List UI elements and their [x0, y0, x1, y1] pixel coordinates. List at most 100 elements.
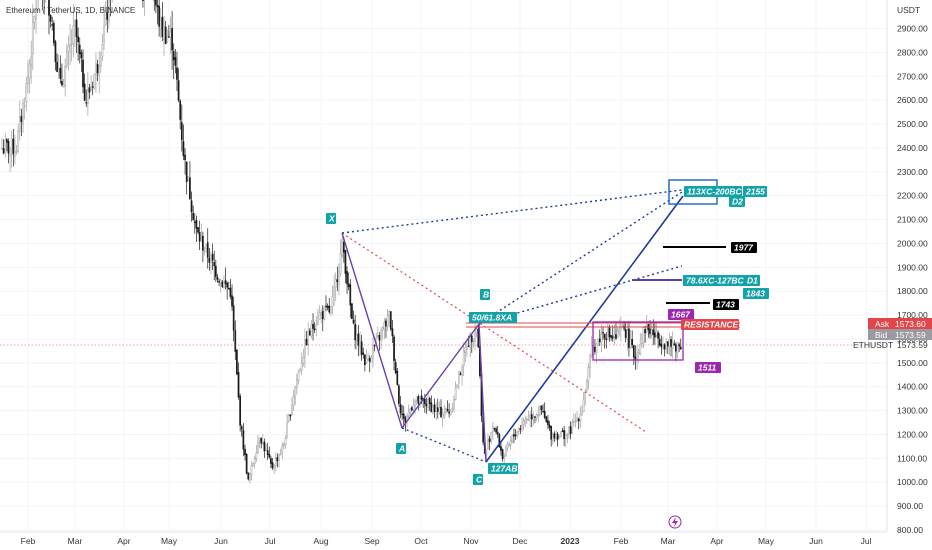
candle-body: [189, 177, 191, 200]
time-tick-label: Mar: [661, 536, 676, 546]
candle-body: [555, 434, 557, 439]
candle-body: [349, 284, 352, 306]
candle-body: [325, 305, 327, 307]
candle-body: [650, 329, 653, 336]
candle-body: [655, 330, 658, 336]
candle-body: [660, 343, 663, 348]
candle-body: [676, 342, 679, 353]
candle-body: [88, 87, 91, 93]
candle-body: [432, 406, 434, 414]
candle-body: [493, 427, 496, 430]
candle-body: [163, 25, 165, 40]
candle-body: [553, 433, 556, 439]
candle-body: [610, 335, 612, 338]
candle-body: [399, 404, 402, 414]
price-tick-label: 2100.00: [897, 215, 928, 225]
price-tick-label: 2300.00: [897, 167, 928, 177]
candle-body: [530, 414, 533, 420]
candle-body: [33, 15, 36, 23]
point-x-label-box: [326, 213, 336, 224]
candle-body: [351, 303, 353, 320]
candle-body: [569, 426, 572, 434]
candle-body: [368, 357, 371, 362]
candle-body: [613, 334, 616, 337]
candle-body: [184, 154, 186, 161]
candle-body: [336, 279, 339, 283]
candle-body: [577, 418, 580, 422]
candle-body: [35, 8, 37, 19]
candle-body: [585, 381, 588, 392]
candle-body: [629, 339, 632, 348]
time-tick-label: May: [758, 536, 775, 546]
price-axis[interactable]: 800.00 900.00 1000.00 1100.00 1200.00 1300.00…: [897, 24, 928, 535]
candle-body: [279, 453, 282, 455]
ann-resistance-box: [681, 319, 739, 330]
candle-body: [271, 462, 274, 468]
candle-body: [501, 449, 504, 459]
candle-body: [67, 45, 70, 52]
candle-body: [409, 408, 412, 414]
candle-body: [378, 335, 381, 341]
candle-body: [23, 105, 26, 107]
candle-body: [22, 102, 24, 125]
candle-body: [561, 430, 564, 432]
candle-body: [182, 141, 185, 157]
candle-body: [466, 347, 468, 350]
candle-body: [321, 311, 324, 320]
candle-body: [83, 83, 86, 101]
candle-body: [208, 257, 211, 263]
candle-body: [292, 396, 295, 406]
candle-body: [18, 116, 21, 133]
candle-body: [367, 359, 369, 361]
candle-body: [224, 280, 227, 285]
candle-body: [331, 296, 334, 308]
candle-body: [545, 416, 548, 422]
candle-body: [72, 25, 75, 45]
candle-body: [273, 466, 276, 469]
candle-body: [376, 335, 379, 337]
ann-1743: 1743: [716, 300, 735, 310]
price-tick-label: 1300.00: [897, 406, 928, 416]
candle-body: [20, 116, 23, 122]
candle-body: [495, 428, 497, 433]
candle-body: [90, 86, 92, 90]
time-axis[interactable]: Feb Mar Apr May Jun Jul Aug Sep Oct Nov Dec 2023 Feb…: [21, 536, 872, 546]
candle-body: [487, 439, 489, 449]
candle-body: [103, 26, 105, 42]
ann-1977-box: [731, 242, 757, 253]
time-tick-label: Dec: [512, 536, 528, 546]
candle-body: [198, 231, 201, 242]
candle-body: [218, 280, 220, 283]
candle-body: [75, 19, 78, 38]
candle-body: [190, 200, 193, 212]
candle-body: [558, 435, 561, 439]
candle-body: [414, 400, 416, 407]
candle-body: [62, 84, 65, 88]
candle-body: [529, 414, 531, 418]
candle-body: [347, 283, 350, 288]
candle-body: [172, 51, 175, 61]
candle-body: [488, 438, 491, 442]
candle-body: [338, 271, 340, 285]
candle-body: [574, 420, 577, 422]
candle-body: [532, 416, 535, 420]
candle-body: [670, 339, 672, 347]
price-tick-label: 1800.00: [897, 286, 928, 296]
candle-body: [503, 456, 506, 460]
bid-value: 1573.59: [895, 330, 926, 340]
vertical-gridlines: [27, 0, 867, 532]
price-tick-label: 2700.00: [897, 71, 928, 81]
candle-body: [649, 328, 651, 335]
candle-body: [619, 327, 622, 330]
point-b-label-box: [480, 289, 490, 300]
price-tick-label: 2000.00: [897, 238, 928, 248]
candle-body: [101, 44, 104, 57]
candle-body: [179, 100, 182, 120]
lightning-icon[interactable]: [668, 515, 682, 529]
candle-body: [449, 410, 452, 416]
candle-body: [679, 346, 682, 350]
candle-body: [239, 395, 241, 426]
ask-tag-box: [868, 318, 932, 329]
